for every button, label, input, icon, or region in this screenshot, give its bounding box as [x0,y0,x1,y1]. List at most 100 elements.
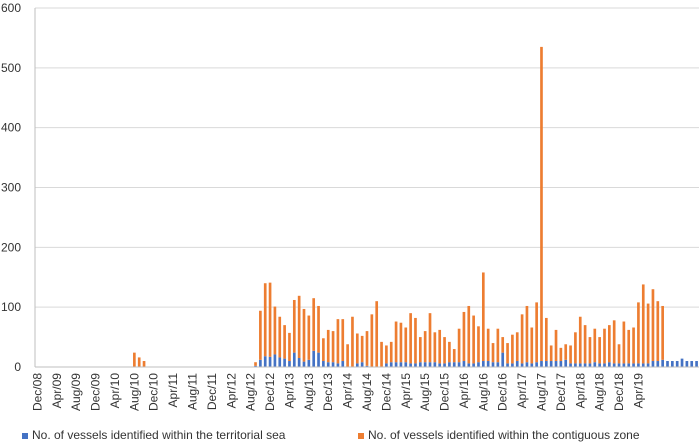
bar-contiguous-zone [404,327,408,363]
bar-contiguous-zone [385,345,388,364]
bar-territorial-sea [307,359,311,367]
bar-territorial-sea [457,362,461,367]
bar-territorial-sea [399,362,403,367]
bar-contiguous-zone [259,310,262,360]
bar-territorial-sea [341,361,345,367]
bar-contiguous-zone [617,344,621,364]
bar-contiguous-zone [370,314,374,367]
bar-contiguous-zone [292,299,296,353]
bar-territorial-sea [443,363,446,367]
bar-territorial-sea [690,361,694,367]
y-tick-label: 400 [1,121,21,135]
bar-contiguous-zone [452,349,456,363]
bar-contiguous-zone [283,325,286,359]
bar-contiguous-zone [515,332,519,362]
bar-territorial-sea [312,350,316,367]
bar-territorial-sea [389,362,393,367]
bar-contiguous-zone [288,332,291,362]
bar-territorial-sea [491,362,495,367]
legend-swatch-contiguous-zone [358,432,364,439]
x-tick-label: Dec/16 [496,373,510,411]
x-tick-label: Apr/15 [399,373,413,409]
x-tick-label: Dec/15 [438,373,452,411]
bar-contiguous-zone [331,331,335,363]
x-tick-label: Apr/09 [50,373,64,409]
bar-contiguous-zone [297,295,301,359]
bar-territorial-sea [423,362,427,367]
bar-territorial-sea [263,356,267,367]
bar-territorial-sea [360,362,364,367]
bar-contiguous-zone [423,331,427,363]
y-tick-label: 300 [1,181,21,195]
bar-territorial-sea [564,359,568,367]
x-tick-label: Dec/09 [89,373,103,411]
bar-contiguous-zone [399,322,403,363]
bar-territorial-sea [302,361,306,367]
bar-contiguous-zone [481,272,485,362]
bar-contiguous-zone [525,305,529,363]
x-tick-label: Aug/13 [302,373,316,411]
bar-contiguous-zone [491,343,495,363]
bar-contiguous-zone [355,333,359,364]
bar-territorial-sea [428,362,432,367]
y-tick-label: 600 [1,1,21,15]
bar-territorial-sea [501,352,505,367]
bar-territorial-sea [544,361,548,367]
bar-territorial-sea [385,363,388,367]
legend-swatch-territorial-sea [22,432,28,439]
y-tick-label: 500 [1,61,21,75]
bar-contiguous-zone [612,320,616,364]
bar-contiguous-zone [583,325,587,364]
bar-contiguous-zone [380,341,383,367]
x-tick-label: Aug/15 [418,373,432,411]
bar-territorial-sea [617,363,621,367]
x-tick-label: Aug/12 [244,373,258,411]
bar-contiguous-zone [278,316,282,358]
bar-contiguous-zone [443,337,446,364]
bar-territorial-sea [418,362,422,367]
bar-territorial-sea [273,354,277,367]
y-tick-label: 100 [1,300,21,314]
bar-territorial-sea [598,363,601,367]
bar-territorial-sea [355,363,359,367]
bar-territorial-sea [297,358,301,367]
bar-contiguous-zone [501,337,505,353]
x-tick-label: Apr/16 [457,373,471,409]
bar-territorial-sea [530,363,534,367]
bar-territorial-sea [448,362,451,367]
bar-territorial-sea [317,352,320,367]
bar-territorial-sea [608,362,611,367]
bar-territorial-sea [515,361,519,367]
bar-contiguous-zone [365,331,369,366]
bar-contiguous-zone [603,328,606,364]
x-tick-label: Aug/10 [127,373,141,411]
bar-territorial-sea [467,363,471,367]
bar-contiguous-zone [467,305,471,364]
bar-contiguous-zone [414,317,417,364]
bar-contiguous-zone [486,328,490,362]
legend: No. of vessels identified within the ter… [0,428,700,446]
bar-territorial-sea [661,359,664,367]
x-tick-label: Apr/18 [573,373,587,409]
bar-territorial-sea [433,362,437,367]
x-tick-label: Aug/17 [534,373,548,411]
bar-contiguous-zone [578,316,582,364]
bar-contiguous-zone [564,344,568,360]
x-tick-label: Apr/14 [341,373,355,409]
bar-territorial-sea [695,361,698,367]
bar-contiguous-zone [549,345,553,362]
bar-territorial-sea [472,363,475,367]
bar-contiguous-zone [588,337,592,364]
x-tick-label: Dec/10 [147,373,161,411]
bar-territorial-sea [569,363,572,367]
bar-contiguous-zone [608,325,611,363]
bar-territorial-sea [477,362,480,367]
x-tick-label: Apr/19 [631,373,645,409]
bar-territorial-sea [588,363,592,367]
bar-territorial-sea [336,363,340,367]
bar-contiguous-zone [346,344,349,367]
bar-territorial-sea [414,363,417,367]
bars [133,46,698,367]
x-tick-label: Apr/10 [108,373,122,409]
bar-territorial-sea [365,365,369,367]
